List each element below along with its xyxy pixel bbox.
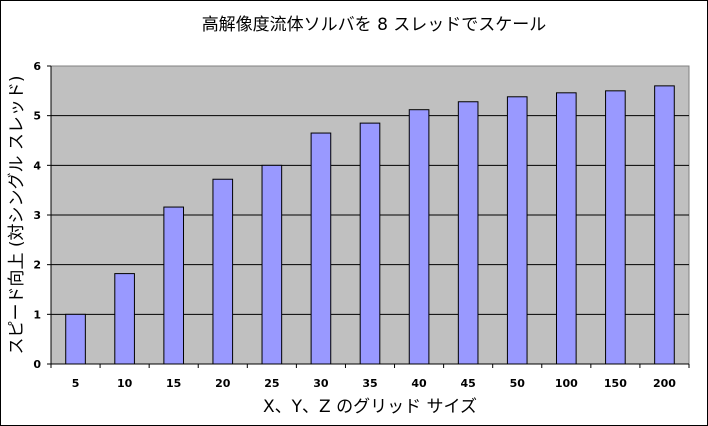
bar-50 (506, 96, 528, 365)
bar-15 (163, 206, 185, 365)
bar-45 (457, 101, 479, 365)
y-tick-label: 0 (33, 358, 41, 371)
bar-10 (114, 273, 135, 365)
y-tick-label: 3 (33, 209, 41, 222)
bar-200 (654, 85, 675, 365)
y-axis-ticks: 0 1 2 3 4 5 6 (33, 60, 51, 371)
x-tick-label: 15 (166, 377, 181, 390)
bar-25 (261, 164, 283, 365)
x-tick-label: 20 (215, 377, 231, 390)
bars (65, 85, 675, 365)
y-tick-label: 5 (33, 110, 41, 123)
x-tick-label: 50 (510, 377, 526, 390)
bar-100 (555, 92, 577, 365)
x-tick-label: 35 (362, 377, 377, 390)
bar-20 (212, 178, 234, 365)
y-tick-label: 6 (33, 60, 41, 73)
x-tick-label: 150 (604, 377, 627, 390)
y-tick-label: 1 (33, 308, 41, 321)
x-tick-label: 100 (555, 377, 578, 390)
x-tick-label: 10 (117, 377, 133, 390)
y-tick-label: 4 (33, 159, 41, 172)
x-tick-label: 25 (264, 377, 279, 390)
bar-40 (408, 109, 430, 365)
x-tick-label: 5 (72, 377, 80, 390)
bar-150 (605, 90, 626, 365)
y-axis-title: スピード向上 (対シングル スレッド) (7, 75, 27, 354)
x-tick-label: 200 (653, 377, 676, 390)
bar-5 (65, 313, 86, 365)
bar-30 (310, 132, 332, 365)
y-tick-label: 2 (33, 259, 41, 272)
x-tick-label: 45 (460, 377, 475, 390)
chart-title: 高解像度流体ソルバを 8 スレッドでスケール (202, 15, 547, 35)
x-tick-label: 30 (313, 377, 329, 390)
x-axis-ticks: 5 10 15 20 25 30 35 40 45 50 100 150 200 (50, 364, 690, 390)
x-axis-title: X、Y、Z のグリッド サイズ (263, 397, 477, 417)
x-tick-label: 40 (411, 377, 427, 390)
bar-35 (359, 122, 381, 365)
